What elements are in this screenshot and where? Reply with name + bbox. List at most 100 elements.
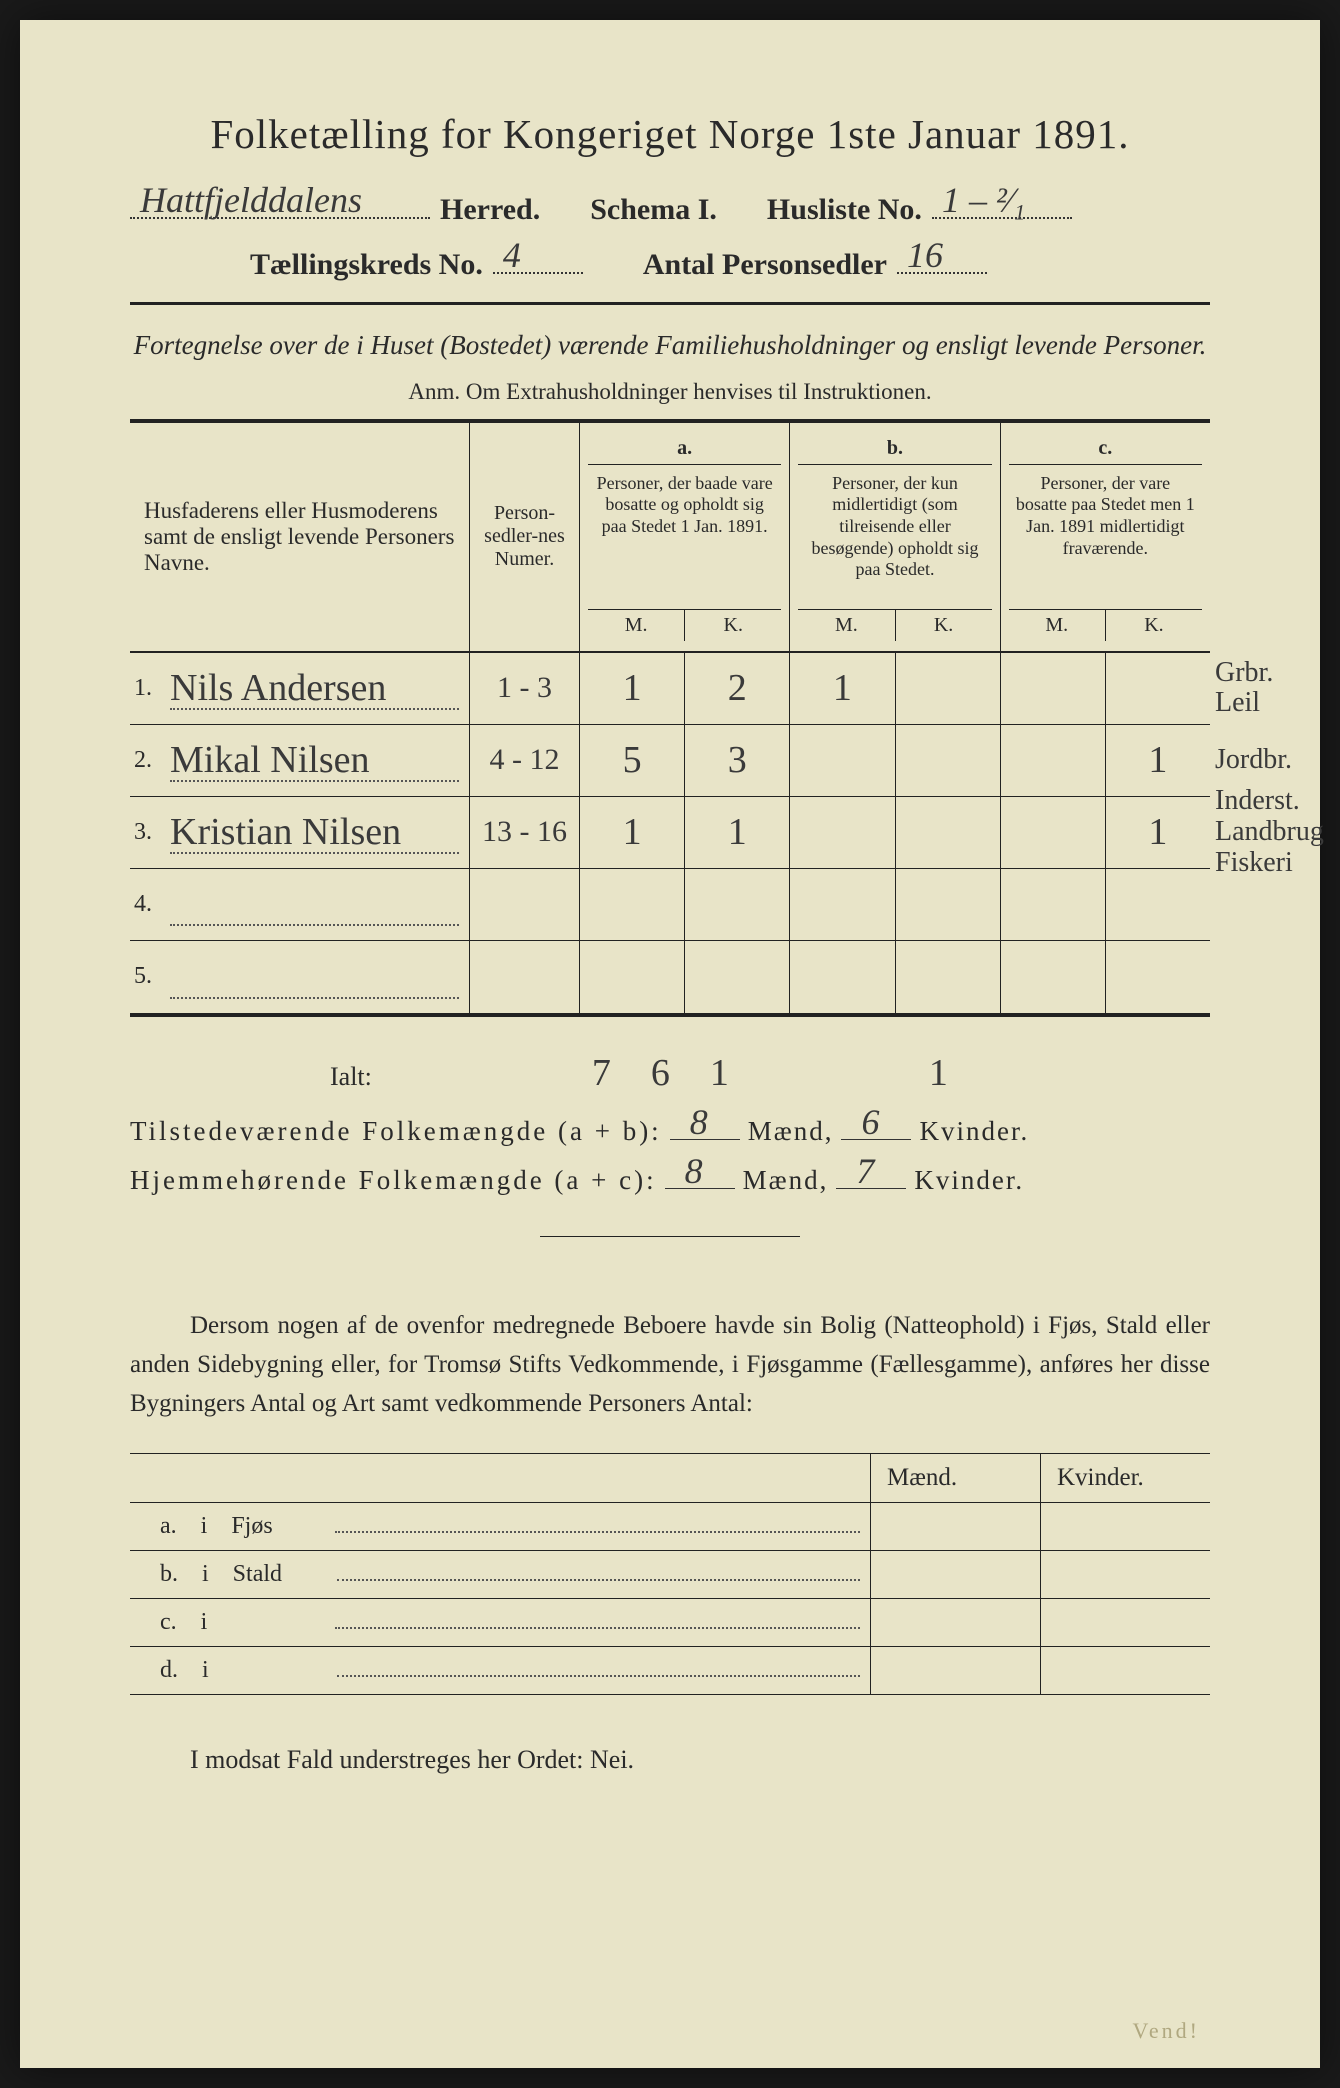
cell-c-m [1001,869,1106,940]
cell-b-k [896,653,1000,724]
margin-note: Jordbr. [1215,745,1310,776]
anm-note: Anm. Om Extrahusholdninger henvises til … [130,379,1210,405]
cell-b-m [790,725,895,796]
bottom-table: Mænd. Kvinder. a. i Fjøs b. i Stald c. i [130,1453,1210,1695]
antal-label: Antal Personsedler [643,248,887,282]
husliste-label: Husliste No. [767,193,922,227]
bt-row: a. i Fjøs [130,1503,1210,1551]
row-num [470,869,580,940]
cell-b-k [896,725,1000,796]
table-row: 2. Mikal Nilsen 4 - 12 5 3 1 Jordbr. [130,725,1210,797]
th-b-k: K. [896,610,992,641]
cell-a-k: 1 [685,797,789,868]
instruction-paragraph: Dersom nogen af de ovenfor medregnede Be… [130,1307,1210,1423]
summary-line-1: Tilstedeværende Folkemængde (a + b): 8 M… [130,1111,1210,1148]
th-a-m: M. [588,610,685,641]
kreds-label: Tællingskreds No. [250,248,483,282]
bt-label: b. i Stald [130,1561,870,1588]
row-num [470,941,580,1013]
cell-b-m [790,869,895,940]
antal-field: 16 [897,241,987,274]
cell-a-k: 3 [685,725,789,796]
cell-c-m [1001,797,1106,868]
kreds-field: 4 [493,241,583,274]
cell-a-k [685,869,789,940]
bt-m-cell [870,1647,1040,1694]
subtitle: Fortegnelse over de i Huset (Bostedet) v… [130,327,1210,365]
final-line: I modsat Fald understreges her Ordet: Ne… [130,1745,1210,1775]
cell-a-m [580,869,685,940]
ialt-a-k: 6 [651,1051,670,1095]
ialt-row: Ialt: 7 6 1 1 [130,1051,1210,1095]
bt-k-cell [1040,1647,1210,1694]
row-num: 1 - 3 [470,653,580,724]
cell-c-m [1001,725,1106,796]
census-form-page: Folketælling for Kongeriget Norge 1ste J… [20,20,1320,2068]
cell-a-k [685,941,789,1013]
cell-c-k [1106,869,1210,940]
row-num: 13 - 16 [470,797,580,868]
bt-label: a. i Fjøs [130,1513,870,1540]
page-title: Folketælling for Kongeriget Norge 1ste J… [130,110,1210,158]
table-body: 1. Nils Andersen 1 - 3 1 2 1 Grbr. Leil … [130,653,1210,1013]
husliste-field: 1 – ²⁄₁ [932,186,1072,219]
th-b-m: M. [798,610,895,641]
table-row: 5. [130,941,1210,1013]
ialt-label: Ialt: [330,1062,372,1092]
vend-mark: Vend! [1132,2018,1200,2044]
ialt-b-m: 1 [710,1051,729,1095]
cell-c-k [1106,941,1210,1013]
sum2-k-field: 7 [836,1159,906,1189]
cell-c-m [1001,941,1106,1013]
th-c-m: M. [1009,610,1106,641]
herred-field: Hattfjelddalens [130,186,430,219]
bt-m-cell [870,1599,1040,1646]
bt-row: d. i [130,1647,1210,1695]
th-group-a: a. Personer, der baade vare bosatte og o… [580,423,790,651]
bt-label: c. i [130,1609,870,1636]
cell-a-m: 1 [580,797,685,868]
antal-value: 16 [907,234,943,276]
sum2-m-field: 8 [665,1159,735,1189]
herred-value: Hattfjelddalens [140,179,362,221]
schema-label: Schema I. [590,193,717,227]
row-name: Mikal Nilsen [162,725,470,796]
row-num: 4 - 12 [470,725,580,796]
divider [130,302,1210,305]
bt-kvinder: Kvinder. [1040,1454,1210,1502]
row-name: Kristian Nilsen [162,797,470,868]
bt-k-cell [1040,1599,1210,1646]
mid-rule [540,1236,800,1237]
bt-k-cell [1040,1503,1210,1550]
cell-c-k: 1 [1106,725,1210,796]
husliste-value: 1 – ²⁄₁ [942,179,1025,221]
cell-a-k: 2 [685,653,789,724]
main-table: Husfaderens eller Husmoderens samt de en… [130,419,1210,1017]
th-num: Person-sedler-nes Numer. [470,423,580,651]
bt-label: d. i [130,1657,870,1684]
cell-b-m [790,797,895,868]
cell-a-m: 5 [580,725,685,796]
cell-b-k [896,869,1000,940]
header-line-2: Tællingskreds No. 4 Antal Personsedler 1… [130,241,1210,282]
cell-b-m: 1 [790,653,895,724]
row-index: 1. [130,653,162,724]
th-group-b: b. Personer, der kun midlertidigt (som t… [790,423,1000,651]
ialt-a-m: 7 [592,1051,611,1095]
kreds-value: 4 [503,234,521,276]
margin-note: Grbr. Leil [1215,658,1310,720]
bt-row: b. i Stald [130,1551,1210,1599]
bt-header: Mænd. Kvinder. [130,1453,1210,1503]
sum1-m-field: 8 [670,1111,740,1141]
th-a-k: K. [685,610,781,641]
row-index: 2. [130,725,162,796]
cell-c-k: 1 [1106,797,1210,868]
row-index: 3. [130,797,162,868]
th-c-k: K. [1106,610,1202,641]
th-name: Husfaderens eller Husmoderens samt de en… [130,423,470,651]
summary-line-2: Hjemmehørende Folkemængde (a + c): 8 Mæn… [130,1159,1210,1196]
cell-b-k [896,941,1000,1013]
table-row: 3. Kristian Nilsen 13 - 16 1 1 1 Inderst… [130,797,1210,869]
cell-a-m [580,941,685,1013]
header-line-1: Hattfjelddalens Herred. Schema I. Huslis… [130,186,1210,227]
